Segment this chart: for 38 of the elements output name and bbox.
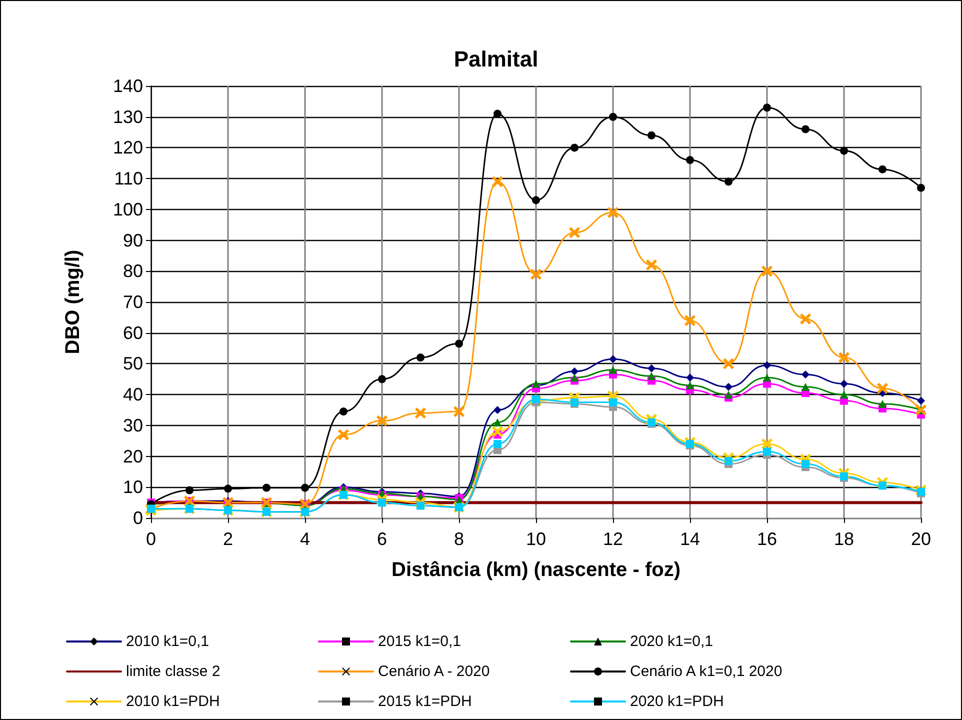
y-tick-label: 40 xyxy=(122,384,143,405)
y-tick-label: 110 xyxy=(114,168,143,189)
legend-label: 2010 k1=PDH xyxy=(126,693,220,710)
y-tick-label: 10 xyxy=(122,477,143,498)
legend-label: 2015 k1=PDH xyxy=(378,693,472,710)
x-tick-label: 6 xyxy=(376,529,388,549)
x-tick-label: 0 xyxy=(146,529,156,549)
x-tick-label: 4 xyxy=(300,529,310,549)
y-tick-label: 120 xyxy=(112,138,143,158)
x-tick-label: 20 xyxy=(910,529,932,549)
x-tick-label: 18 xyxy=(834,529,854,549)
x-tick-label: 2 xyxy=(222,529,234,549)
legend-label: Cenário A - 2020 xyxy=(378,663,490,680)
legend-label: 2015 k1=0,1 xyxy=(378,633,461,650)
legend-label: 2010 k1=0,1 xyxy=(126,633,209,650)
y-axis-title: DBO (mg/l) xyxy=(62,250,84,354)
y-tick-label: 60 xyxy=(122,322,143,343)
x-tick-label: 16 xyxy=(756,529,778,549)
x-tick-label: 14 xyxy=(680,529,700,549)
y-tick-label: 80 xyxy=(122,261,143,282)
y-tick-label: 0 xyxy=(132,508,143,528)
y-tick-label: 100 xyxy=(112,199,143,220)
y-tick-label: 90 xyxy=(122,230,143,250)
chart-title: Palmital xyxy=(454,46,538,72)
legend-label: 2020 k1=0,1 xyxy=(630,633,713,650)
x-tick-label: 8 xyxy=(454,529,464,549)
legend-label: 2020 k1=PDH xyxy=(630,693,724,710)
y-tick-label: 130 xyxy=(112,106,143,127)
legend-label: Cenário A k1=0,1 2020 xyxy=(630,663,782,680)
x-axis-title: Distância (km) (nascente - foz) xyxy=(392,559,680,581)
y-tick-label: 30 xyxy=(122,415,143,436)
y-tick-label: 50 xyxy=(122,354,143,374)
x-tick-label: 10 xyxy=(526,529,546,549)
legend-label: limite classe 2 xyxy=(126,663,220,680)
x-tick-label: 12 xyxy=(602,529,624,549)
y-tick-label: 140 xyxy=(112,76,143,96)
y-tick-label: 20 xyxy=(122,446,143,466)
y-tick-label: 70 xyxy=(122,292,143,312)
